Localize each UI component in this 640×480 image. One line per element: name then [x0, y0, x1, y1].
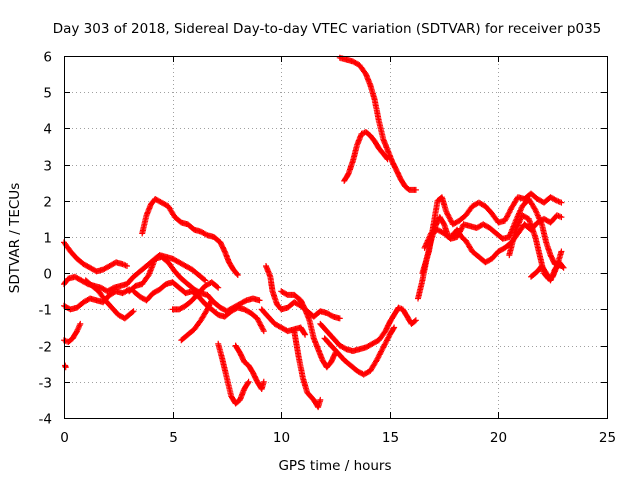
x-tick-label: 20 — [490, 430, 507, 446]
y-axis-label: SDTVAR / TECUs — [7, 183, 23, 293]
x-tick-label: 25 — [599, 430, 616, 446]
x-tick-label: 5 — [169, 430, 178, 446]
marker-path — [336, 54, 419, 193]
marker-path — [82, 277, 137, 322]
series-arc-01 — [61, 239, 130, 275]
series-arc-24 — [421, 196, 565, 269]
x-tick-label: 0 — [60, 430, 69, 446]
series-arc-13 — [232, 342, 267, 392]
marker-path — [419, 190, 565, 277]
marker-path — [61, 239, 130, 275]
marker-path — [263, 263, 343, 322]
y-tick-label: 6 — [43, 50, 52, 66]
y-tick-label: -4 — [39, 412, 52, 428]
series-arc-26 — [528, 259, 567, 284]
marker-path — [317, 304, 419, 354]
marker-path — [178, 297, 215, 344]
y-tick-label: -1 — [39, 303, 52, 319]
data-marks — [61, 54, 567, 411]
marker-path — [341, 129, 391, 184]
series-arc-06 — [82, 277, 137, 322]
chart-title: Day 303 of 2018, Sidereal Day-to-day VTE… — [53, 21, 602, 37]
y-tick-label: 1 — [43, 231, 52, 247]
series-arc-07 — [139, 196, 241, 278]
marker-path — [321, 324, 398, 378]
y-tick-label: 4 — [43, 122, 52, 138]
series-arc-18 — [317, 304, 419, 354]
series-arc-15 — [258, 306, 309, 338]
y-tick-label: 0 — [43, 267, 52, 283]
marker-path — [528, 259, 567, 284]
marker-path — [421, 196, 565, 269]
series-arc-19 — [321, 324, 398, 378]
y-tick-label: 2 — [43, 195, 52, 211]
marker-path — [215, 340, 252, 407]
series-arc-11 — [178, 297, 215, 344]
marker-path — [62, 362, 69, 371]
series-arc-16 — [278, 288, 339, 371]
series-arc-20 — [336, 54, 419, 193]
marker-path — [232, 342, 267, 392]
y-tick-label: -3 — [39, 376, 52, 392]
series-arc-23 — [419, 190, 565, 277]
grid-lines — [64, 56, 607, 418]
x-tick-label: 15 — [382, 430, 399, 446]
marker-path — [278, 288, 339, 371]
marker-path — [169, 279, 222, 313]
series-arc-08 — [126, 253, 263, 315]
series-arc-12 — [215, 340, 252, 407]
axis-ticks: 0 5 10 15 20 25 -4 -3 -2 -1 0 1 2 3 4 5 6 — [39, 50, 617, 447]
y-tick-label: 5 — [43, 86, 52, 102]
x-tick-label: 10 — [273, 430, 290, 446]
y-tick-label: -2 — [39, 340, 52, 356]
series-arc-17 — [291, 328, 324, 411]
y-tick-label: 3 — [43, 159, 52, 175]
series-arc-14 — [263, 263, 343, 322]
marker-path — [126, 253, 263, 315]
marker-path — [258, 306, 309, 338]
x-axis-label: GPS time / hours — [278, 458, 391, 474]
series-arc-10 — [169, 279, 222, 313]
series-arc-05 — [62, 362, 69, 371]
series-arc-21 — [341, 129, 391, 184]
marker-path — [139, 196, 241, 278]
marker-path — [291, 328, 324, 411]
